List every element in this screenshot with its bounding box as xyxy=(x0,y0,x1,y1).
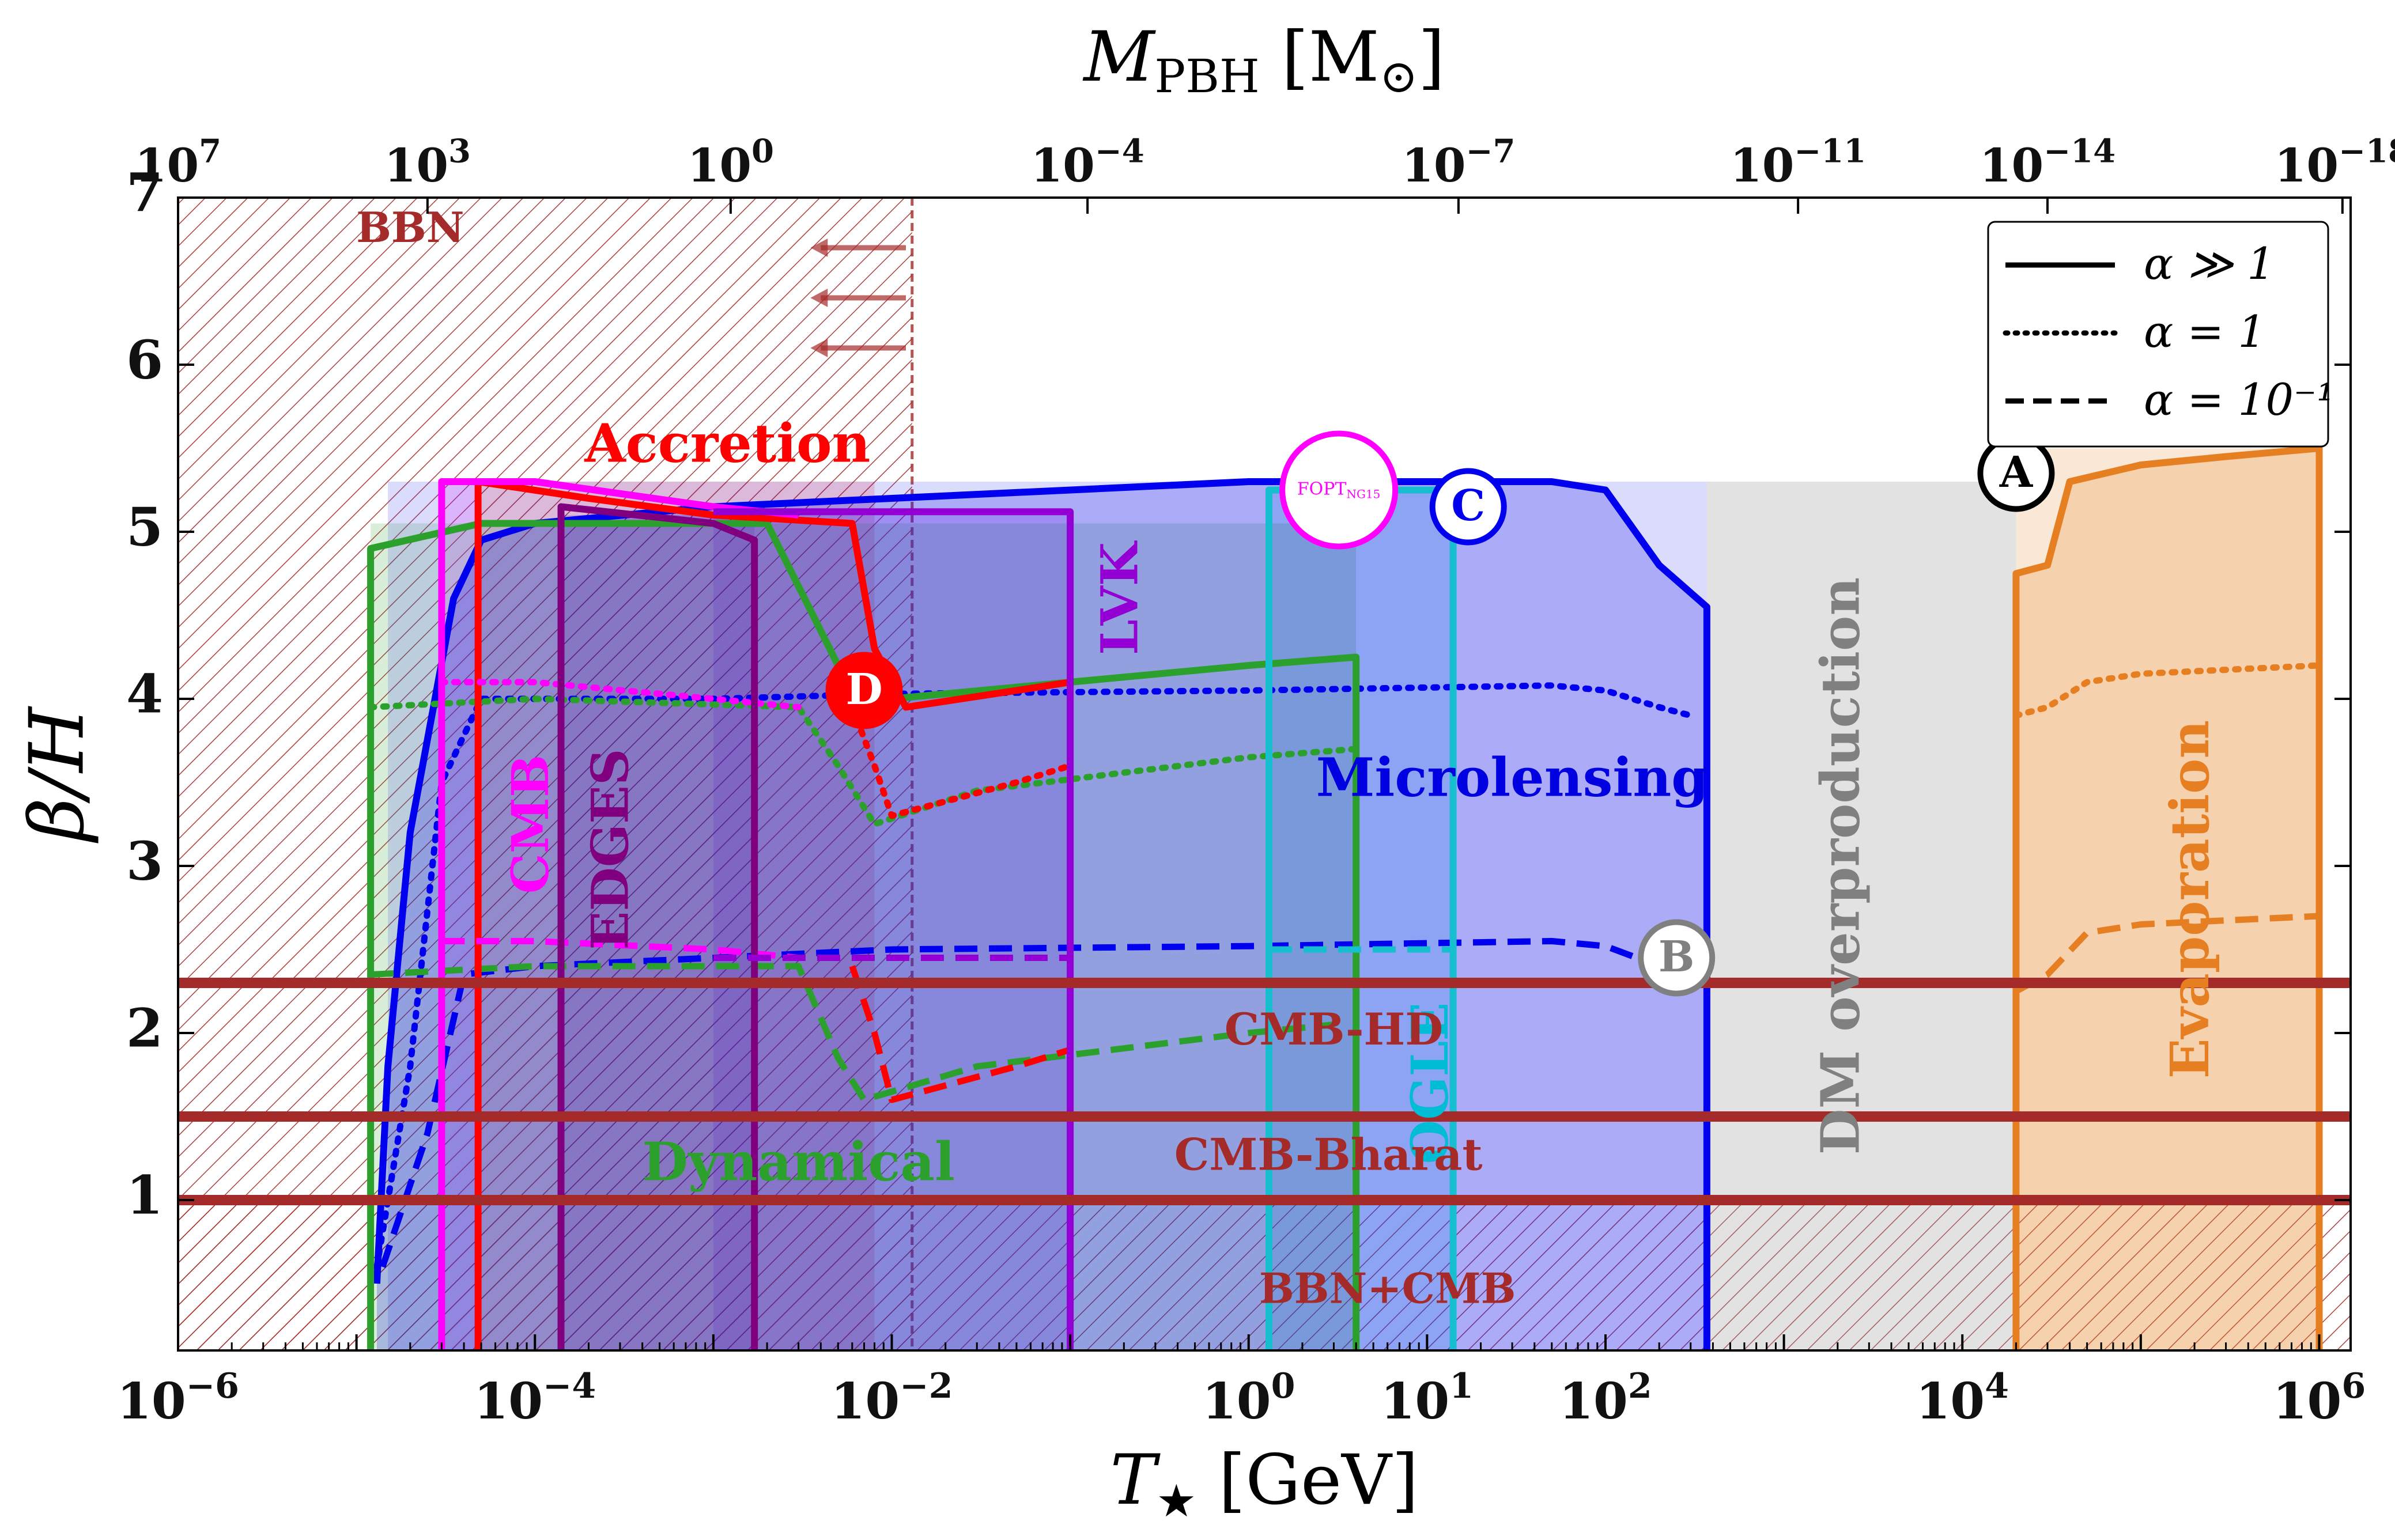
x-tick-label-bottom: 104 xyxy=(1916,1365,2009,1431)
y-axis-title: β/H xyxy=(13,706,101,844)
x-tick-label-top: 10−11 xyxy=(1730,132,1866,192)
legend-box xyxy=(1987,221,2329,448)
x-tick-label-top: 100 xyxy=(687,132,774,192)
legend-label-dashed: α = 10⁻¹ xyxy=(2144,374,2334,425)
y-tick-label: 5 xyxy=(126,496,163,558)
x-tick-label-top: 10−7 xyxy=(1402,132,1515,192)
series-accretion-dotted xyxy=(849,704,1074,819)
label-dynamical: Dynamical xyxy=(642,1131,955,1193)
label-cmb-bharat: CMB-Bharat xyxy=(1174,1129,1483,1180)
x-tick-label-bottom: 10−2 xyxy=(830,1365,953,1431)
region-microlensing-fill xyxy=(388,482,1707,1350)
bbn-arrowhead-0 xyxy=(810,239,828,257)
x-tick-label-bottom: 102 xyxy=(1559,1365,1652,1431)
marker-b-circle xyxy=(1638,919,1716,997)
series-accretion-dashed xyxy=(849,965,1071,1103)
legend-label-solid: α ≫ 1 xyxy=(2144,238,2275,289)
marker-d-circle xyxy=(825,652,903,729)
region-dm-overproduction-fill xyxy=(1706,482,2016,1350)
x-tick-label-top: 107 xyxy=(135,132,221,192)
region-labels: BBN BBN+CMB Accretion CMB EDGES LVK OGLE DM ove… xyxy=(356,203,2221,1313)
y-tick-label: 2 xyxy=(126,997,163,1060)
x-axis-title-bottom: T★ [GeV] xyxy=(1110,1440,1418,1527)
legend: α ≫ 1 α = 1 α = 10⁻¹ xyxy=(1987,221,2334,448)
x-tick-label-bottom: 10−6 xyxy=(117,1365,239,1431)
label-accretion: Accretion xyxy=(584,413,870,475)
x-tick-label-top: 10−14 xyxy=(1980,132,2116,192)
region-lvk-fill xyxy=(713,515,1071,1350)
x-axis-title-top: MPBH [M⊙] xyxy=(1083,17,1445,103)
x-tick-label-bottom: 100 xyxy=(1202,1365,1295,1431)
marker-d-label: D xyxy=(845,665,882,714)
region-ogle-fill xyxy=(1269,490,1453,1350)
series-evaporation-dotted xyxy=(2012,662,2322,719)
y-tick-label: 3 xyxy=(126,830,163,892)
x-tick-label-bottom: 101 xyxy=(1381,1365,1474,1431)
series-evaporation-solid xyxy=(2012,445,2323,1350)
bbn-arrowhead-1 xyxy=(810,289,828,307)
series-dynamical-dashed xyxy=(370,963,1335,1103)
plot-frame xyxy=(177,196,2352,1352)
x-tick-label-top: 10−4 xyxy=(1031,132,1144,192)
series-dynamical-dotted xyxy=(367,695,1359,827)
marker-b-label: B xyxy=(1659,932,1695,982)
marker-c-circle xyxy=(1429,468,1507,546)
label-dm-overproduction: DM overproduction xyxy=(1809,577,1871,1155)
label-lvk: LVK xyxy=(1089,540,1149,655)
series-fill-evaporation xyxy=(2016,448,2320,1350)
series-edges-solid xyxy=(557,503,758,1350)
label-bbn: BBN xyxy=(356,203,464,252)
legend-label-dotted: α = 1 xyxy=(2144,306,2266,357)
series-layer xyxy=(367,445,2323,1350)
horizontal-lines xyxy=(178,978,2351,1205)
y-tick-label: 7 xyxy=(126,162,163,224)
series-accretion-solid xyxy=(474,478,1071,1350)
label-microlensing: Microlensing xyxy=(1316,747,1709,809)
x-tick-label-bottom: 106 xyxy=(2273,1365,2366,1431)
region-edges-hatch xyxy=(561,515,755,1350)
series-microlensing-solid xyxy=(373,478,1710,1350)
label-cmb-hd: CMB-HD xyxy=(1225,1004,1444,1055)
label-ogle: OGLE xyxy=(1400,1002,1460,1164)
x-tick-label-bottom: 10−4 xyxy=(474,1365,596,1431)
axes: 1 2 3 4 5 6 7 10−6 10−4 10−2 100 101 102 104 106 107 103… xyxy=(13,17,2395,1527)
series-fill-microlensing xyxy=(376,482,1707,1350)
marker-a-label: A xyxy=(1999,448,2034,497)
x-tick-label-top: 10−18 xyxy=(2275,132,2395,192)
marker-c-label: C xyxy=(1451,481,1485,531)
series-microlensing-dashed xyxy=(379,938,1693,1268)
bbn-arrowhead-2 xyxy=(810,339,828,357)
label-bbn-cmb: BBN+CMB xyxy=(1259,1264,1516,1313)
fopt-ng15-circle xyxy=(1279,430,1399,550)
label-edges: EDGES xyxy=(580,748,640,949)
y-tick-label: 4 xyxy=(126,663,163,725)
series-lvk-solid xyxy=(713,508,1074,1350)
y-tick-label: 1 xyxy=(126,1164,163,1227)
label-cmb: CMB xyxy=(500,755,560,894)
label-evaporation: Evaporation xyxy=(2159,720,2221,1079)
y-tick-label: 6 xyxy=(126,329,163,391)
x-tick-label-top: 103 xyxy=(384,132,471,192)
